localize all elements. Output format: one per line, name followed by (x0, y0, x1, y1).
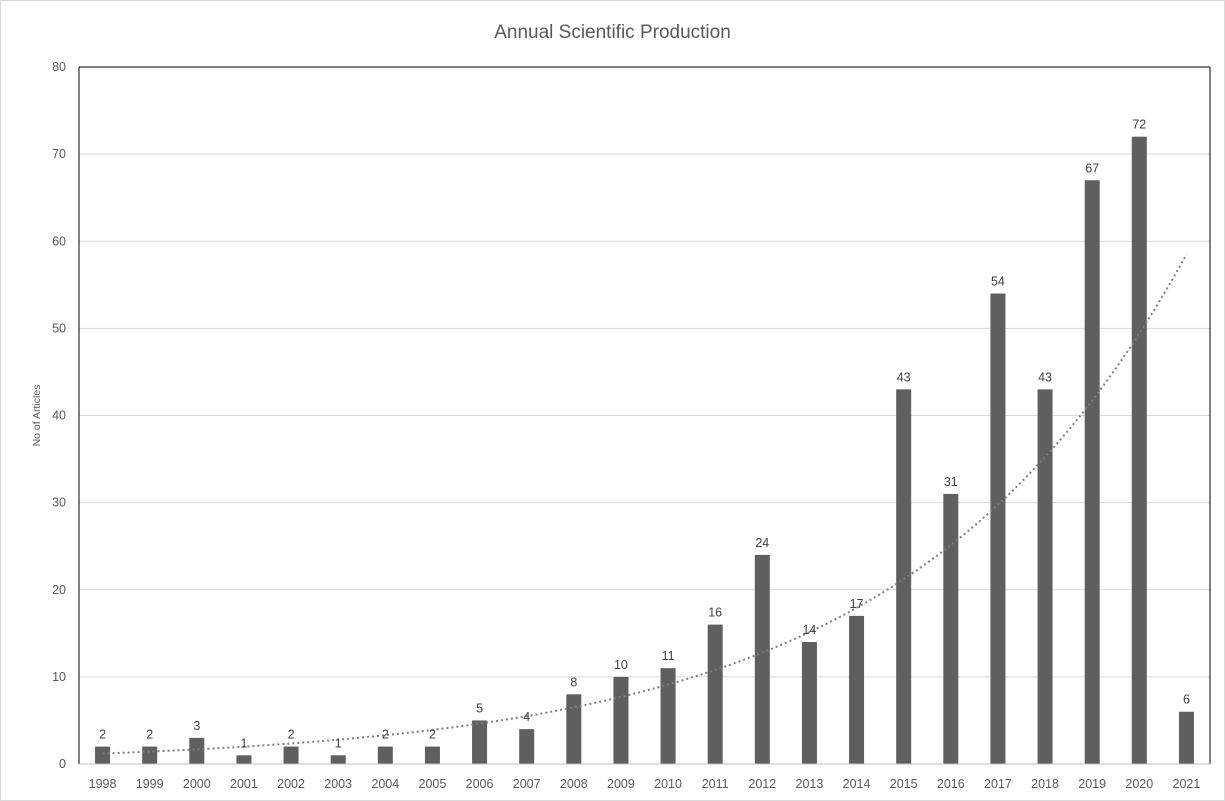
x-tick-label: 2020 (1125, 777, 1153, 791)
bar (519, 729, 535, 764)
y-tick-label: 0 (59, 757, 66, 771)
data-label: 54 (991, 275, 1005, 289)
bar (990, 293, 1006, 764)
data-label: 16 (708, 606, 722, 620)
bar (849, 615, 865, 764)
bar (236, 755, 252, 764)
bar (613, 676, 629, 764)
bar (330, 755, 346, 764)
data-label: 2 (288, 728, 295, 742)
x-tick-label: 2017 (984, 777, 1012, 791)
data-label: 14 (802, 623, 816, 637)
x-tick-label: 2001 (230, 777, 258, 791)
bar (754, 554, 770, 764)
bar (1131, 136, 1147, 764)
x-tick-label: 1998 (89, 777, 117, 791)
x-tick-label: 2011 (702, 777, 729, 791)
x-tick-label: 2010 (654, 777, 682, 791)
x-tick-label: 2003 (324, 777, 352, 791)
data-label: 11 (662, 649, 675, 663)
y-axis-title: No of Articles (31, 385, 43, 447)
data-label: 24 (755, 536, 769, 550)
data-label: 43 (897, 370, 911, 384)
bar (424, 746, 440, 764)
bar (189, 737, 205, 764)
bar (801, 642, 817, 764)
data-label: 1 (240, 736, 247, 750)
bar (1178, 711, 1194, 764)
bar (566, 694, 582, 764)
data-label: 2 (382, 728, 389, 742)
x-tick-label: 2014 (843, 777, 871, 791)
y-tick-label: 30 (52, 496, 66, 510)
trendline-group (102, 253, 1188, 755)
bar (283, 746, 299, 764)
y-tick-label: 20 (52, 583, 66, 597)
bar (1037, 389, 1053, 764)
bar (95, 746, 111, 764)
x-tick-label: 2013 (796, 777, 824, 791)
bar (896, 389, 912, 764)
axes (78, 66, 1211, 765)
x-tick-label: 2015 (890, 777, 918, 791)
x-tick-label: 2004 (371, 777, 399, 791)
bar (707, 624, 723, 764)
bars (95, 136, 1194, 764)
y-tick-label: 80 (52, 60, 66, 74)
x-tick-label: 2007 (513, 777, 541, 791)
x-tick-label: 2009 (607, 777, 635, 791)
data-label: 43 (1038, 370, 1052, 384)
data-label: 6 (1183, 693, 1190, 707)
x-tick-label: 2016 (937, 777, 965, 791)
x-tick-label: 2008 (560, 777, 588, 791)
y-tick-label: 10 (52, 670, 66, 684)
data-label: 72 (1132, 118, 1146, 132)
bar (1084, 180, 1100, 764)
data-label: 67 (1085, 161, 1099, 175)
bar (660, 668, 676, 764)
gridlines (79, 153, 1210, 678)
chart-title: Annual Scientific Production (494, 22, 731, 43)
data-label: 8 (570, 675, 577, 689)
bar (377, 746, 393, 764)
x-tick-label: 2006 (466, 777, 494, 791)
x-tick-label: 2000 (183, 777, 211, 791)
bar (472, 720, 488, 764)
x-tick-label: 2021 (1173, 777, 1201, 791)
x-tick-label: 2019 (1078, 777, 1106, 791)
y-tick-label: 60 (52, 234, 66, 248)
data-label: 3 (193, 719, 200, 733)
data-label: 1 (335, 736, 342, 750)
data-label: 5 (476, 701, 483, 715)
data-label: 2 (99, 728, 106, 742)
data-label: 2 (146, 728, 153, 742)
data-label: 2 (429, 728, 436, 742)
trendline (102, 253, 1188, 755)
data-label: 31 (944, 475, 958, 489)
x-tick-label: 2012 (748, 777, 776, 791)
labels: 0 10 20 30 40 50 60 70 80 2 1998 2 1999 3 2000 1 2001 2 20… (31, 60, 1200, 791)
y-tick-label: 70 (52, 147, 66, 161)
y-tick-label: 40 (52, 409, 66, 423)
y-tick-label: 50 (52, 321, 66, 335)
bar (943, 493, 959, 764)
x-tick-label: 2018 (1031, 777, 1059, 791)
bar (142, 746, 158, 764)
x-tick-label: 2002 (277, 777, 305, 791)
data-label: 4 (523, 710, 530, 724)
data-label: 10 (614, 658, 628, 672)
data-label: 17 (850, 597, 864, 611)
x-tick-label: 1999 (136, 777, 164, 791)
x-tick-label: 2005 (419, 777, 447, 791)
